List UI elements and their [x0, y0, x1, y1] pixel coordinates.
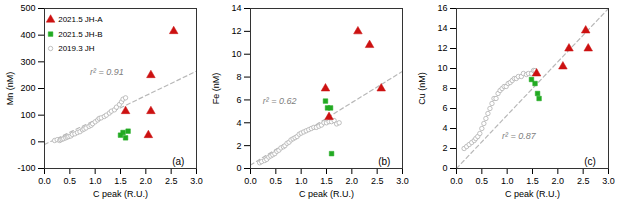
svg-text:8: 8: [442, 83, 447, 93]
svg-text:4: 4: [236, 118, 241, 128]
svg-text:1.0: 1.0: [89, 176, 102, 186]
svg-text:2.0: 2.0: [346, 176, 359, 186]
svg-text:500: 500: [20, 3, 35, 13]
svg-text:14: 14: [437, 23, 447, 33]
svg-text:1.5: 1.5: [320, 176, 333, 186]
svg-text:0.0: 0.0: [244, 176, 257, 186]
svg-text:1.5: 1.5: [526, 176, 539, 186]
svg-text:r² = 0.91: r² = 0.91: [90, 67, 124, 77]
svg-text:0.5: 0.5: [476, 176, 489, 186]
svg-text:4: 4: [442, 123, 447, 133]
svg-text:1.0: 1.0: [295, 176, 308, 186]
svg-text:2.0: 2.0: [140, 176, 153, 186]
svg-text:6: 6: [236, 95, 241, 105]
svg-text:(b): (b): [378, 156, 390, 167]
svg-text:300: 300: [20, 57, 35, 67]
svg-text:8: 8: [236, 72, 241, 82]
svg-text:3.0: 3.0: [396, 176, 409, 186]
svg-text:r² = 0.62: r² = 0.62: [263, 96, 297, 106]
svg-text:2.5: 2.5: [371, 176, 384, 186]
svg-text:10: 10: [437, 63, 447, 73]
svg-text:1.5: 1.5: [114, 176, 127, 186]
svg-text:0: 0: [236, 163, 241, 173]
svg-text:0: 0: [442, 163, 447, 173]
svg-text:C peak (R.U.): C peak (R.U.): [93, 189, 148, 199]
svg-text:0.0: 0.0: [450, 176, 463, 186]
svg-text:400: 400: [20, 30, 35, 40]
svg-text:0.5: 0.5: [64, 176, 77, 186]
svg-text:3.0: 3.0: [190, 176, 203, 186]
svg-text:0: 0: [30, 137, 35, 147]
svg-text:16: 16: [437, 3, 447, 13]
svg-text:(c): (c): [584, 156, 596, 167]
svg-text:Fe (nM): Fe (nM): [211, 73, 221, 105]
svg-text:(a): (a): [172, 156, 184, 167]
svg-text:10: 10: [231, 49, 241, 59]
svg-text:1.0: 1.0: [501, 176, 514, 186]
svg-text:12: 12: [231, 26, 241, 36]
svg-text:Cu (nM): Cu (nM): [417, 72, 427, 105]
svg-text:2: 2: [236, 141, 241, 151]
svg-text:C peak (R.U.): C peak (R.U.): [505, 189, 560, 199]
svg-text:2: 2: [442, 143, 447, 153]
svg-text:r² = 0.87: r² = 0.87: [502, 131, 537, 141]
svg-text:3.0: 3.0: [602, 176, 615, 186]
svg-text:12: 12: [437, 43, 447, 53]
svg-text:0.0: 0.0: [38, 176, 51, 186]
svg-text:2.5: 2.5: [577, 176, 590, 186]
svg-text:100: 100: [20, 110, 35, 120]
svg-text:2021.5 JH-A: 2021.5 JH-A: [58, 15, 103, 24]
svg-text:14: 14: [231, 3, 241, 13]
svg-text:Mn (nM): Mn (nM): [5, 72, 15, 106]
svg-text:-100: -100: [17, 163, 35, 173]
svg-text:2.0: 2.0: [552, 176, 565, 186]
svg-text:C peak (R.U.): C peak (R.U.): [299, 189, 354, 199]
svg-text:2.5: 2.5: [165, 176, 178, 186]
svg-text:2019.3 JH: 2019.3 JH: [58, 44, 95, 53]
svg-text:6: 6: [442, 103, 447, 113]
svg-text:2021.5 JH-B: 2021.5 JH-B: [58, 30, 102, 39]
svg-text:0.5: 0.5: [270, 176, 283, 186]
svg-text:200: 200: [20, 83, 35, 93]
